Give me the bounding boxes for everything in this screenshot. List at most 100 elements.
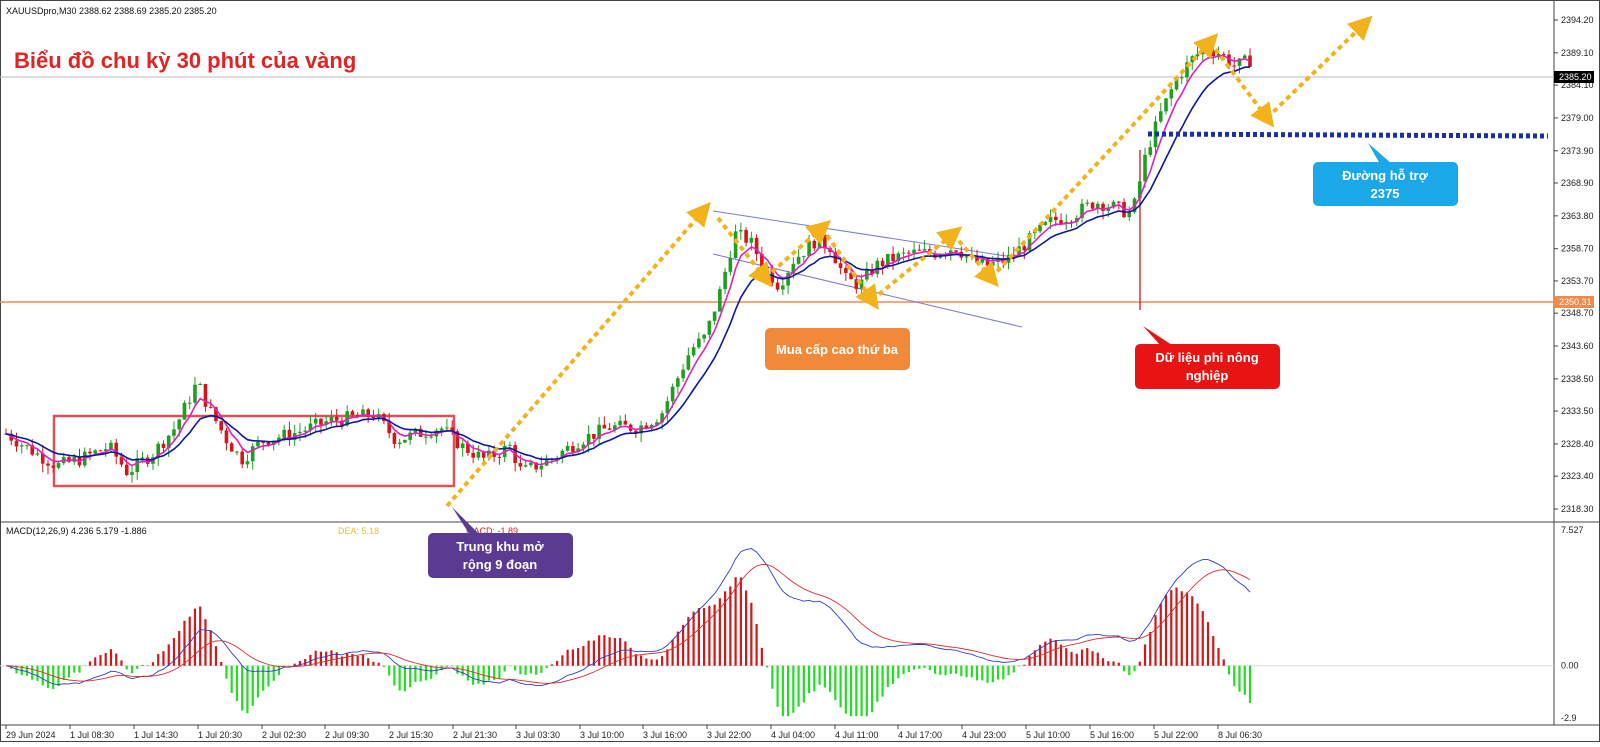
candle-body bbox=[445, 427, 449, 429]
candle-body bbox=[455, 431, 460, 449]
candle-body bbox=[124, 464, 129, 475]
candle-body bbox=[896, 253, 901, 262]
price-tick-label: 2373.90 bbox=[1561, 146, 1594, 156]
candle-body bbox=[1169, 89, 1174, 99]
candle-body bbox=[324, 421, 328, 425]
candle-body bbox=[235, 451, 239, 453]
candle-body bbox=[607, 428, 612, 430]
candle-body bbox=[1164, 98, 1168, 112]
candle-body bbox=[1143, 154, 1147, 182]
candle-body bbox=[1148, 147, 1153, 155]
candle-body bbox=[98, 450, 103, 452]
callout-trung-khu: Trung khu mở rộng 9 đoạn bbox=[428, 507, 573, 578]
candle-body bbox=[1211, 50, 1216, 56]
macd-tick-label: 7.527 bbox=[1561, 525, 1584, 535]
candle-body bbox=[1116, 201, 1121, 203]
candle-body bbox=[712, 311, 717, 321]
candle-body bbox=[686, 355, 691, 370]
ma-slow-line bbox=[5, 66, 1251, 461]
support-price-tag-text: 2350.31 bbox=[1559, 297, 1592, 307]
price-tick-label: 2384.10 bbox=[1561, 80, 1594, 90]
candle-body bbox=[1195, 54, 1200, 57]
price-tick-label: 2363.80 bbox=[1561, 211, 1594, 221]
candle-body bbox=[786, 272, 790, 286]
candle-body bbox=[1027, 233, 1032, 251]
candle-body bbox=[980, 259, 985, 263]
candle-body bbox=[1043, 221, 1048, 225]
macd-label: MACD(12,26,9) 4.236 5.179 -1.886 bbox=[6, 526, 147, 536]
candle-body bbox=[481, 451, 486, 458]
candle-body bbox=[592, 433, 596, 439]
candle-body bbox=[576, 448, 580, 452]
macd-value-label: MACD: -1.89 bbox=[466, 526, 518, 536]
candle-body bbox=[812, 240, 817, 249]
candle-body bbox=[355, 414, 360, 417]
candle-body bbox=[796, 256, 801, 264]
candle-body bbox=[298, 431, 302, 434]
candle-body bbox=[1053, 216, 1058, 221]
dea-label: DEA: 5.18 bbox=[338, 526, 379, 536]
candle-body bbox=[1111, 201, 1116, 208]
trend-arrow bbox=[716, 216, 773, 288]
candle-body bbox=[518, 463, 523, 467]
candle-body bbox=[618, 420, 622, 426]
price-tick-label: 2338.50 bbox=[1561, 374, 1594, 384]
candle-body bbox=[450, 427, 454, 432]
candle-body bbox=[639, 425, 643, 434]
macd-axis: 7.527 0.00 -2.9 bbox=[1561, 525, 1584, 723]
callout-duong-ho-tro-line1: Đường hỗ trợ bbox=[1342, 168, 1428, 183]
candle-body bbox=[1048, 216, 1053, 222]
time-tick-label: 4 Jul 04:00 bbox=[771, 730, 815, 740]
candle-body bbox=[1185, 62, 1189, 78]
candle-body bbox=[539, 465, 544, 470]
candle-body bbox=[67, 457, 71, 462]
candle-body bbox=[775, 282, 780, 290]
time-tick-label: 5 Jul 22:00 bbox=[1154, 730, 1198, 740]
candle-body bbox=[1242, 55, 1247, 59]
candle-body bbox=[1137, 181, 1142, 199]
candle-body bbox=[838, 263, 843, 269]
candle-body bbox=[964, 256, 969, 258]
candle-body bbox=[817, 234, 822, 249]
price-tick-label: 2389.10 bbox=[1561, 48, 1594, 58]
trend-arrows bbox=[445, 15, 1373, 508]
candle-body bbox=[870, 269, 874, 275]
candle-body bbox=[371, 416, 376, 419]
support-dotted-2375 bbox=[1147, 131, 1549, 139]
candle-body bbox=[1059, 220, 1063, 224]
candle-body bbox=[424, 436, 428, 438]
time-tick-label: 2 Jul 02:30 bbox=[262, 730, 306, 740]
candle-body bbox=[413, 428, 418, 433]
candle-body bbox=[807, 240, 811, 256]
candle-body bbox=[476, 451, 481, 458]
candle-body bbox=[1022, 246, 1027, 251]
macd-panel bbox=[0, 548, 1554, 717]
candle-body bbox=[1095, 203, 1100, 209]
candle-body bbox=[308, 423, 313, 431]
candle-body bbox=[30, 445, 35, 455]
price-tick-label: 2394.20 bbox=[1561, 15, 1594, 25]
time-tick-label: 1 Jul 08:30 bbox=[70, 730, 114, 740]
candle-body bbox=[954, 250, 958, 252]
price-tick-label: 2348.70 bbox=[1561, 308, 1594, 318]
candle-body bbox=[103, 449, 108, 451]
candle-body bbox=[697, 338, 701, 348]
price-tick-label: 2358.70 bbox=[1561, 244, 1594, 254]
candle-body bbox=[19, 445, 24, 447]
candle-body bbox=[266, 442, 271, 445]
price-tick-label: 2333.50 bbox=[1561, 406, 1594, 416]
time-tick-label: 2 Jul 21:30 bbox=[453, 730, 497, 740]
trend-arrow bbox=[445, 201, 711, 508]
candle-body bbox=[25, 445, 29, 447]
candle-body bbox=[655, 422, 659, 425]
candle-body bbox=[303, 430, 307, 432]
time-tick-label: 3 Jul 16:00 bbox=[643, 730, 687, 740]
callout-duong-ho-tro-line2: 2375 bbox=[1371, 186, 1400, 201]
candle-body bbox=[1221, 53, 1226, 55]
candle-body bbox=[560, 450, 565, 458]
trend-arrow bbox=[1208, 40, 1275, 128]
candle-body bbox=[1017, 246, 1021, 256]
candle-body bbox=[702, 334, 706, 339]
candle-body bbox=[754, 237, 759, 255]
